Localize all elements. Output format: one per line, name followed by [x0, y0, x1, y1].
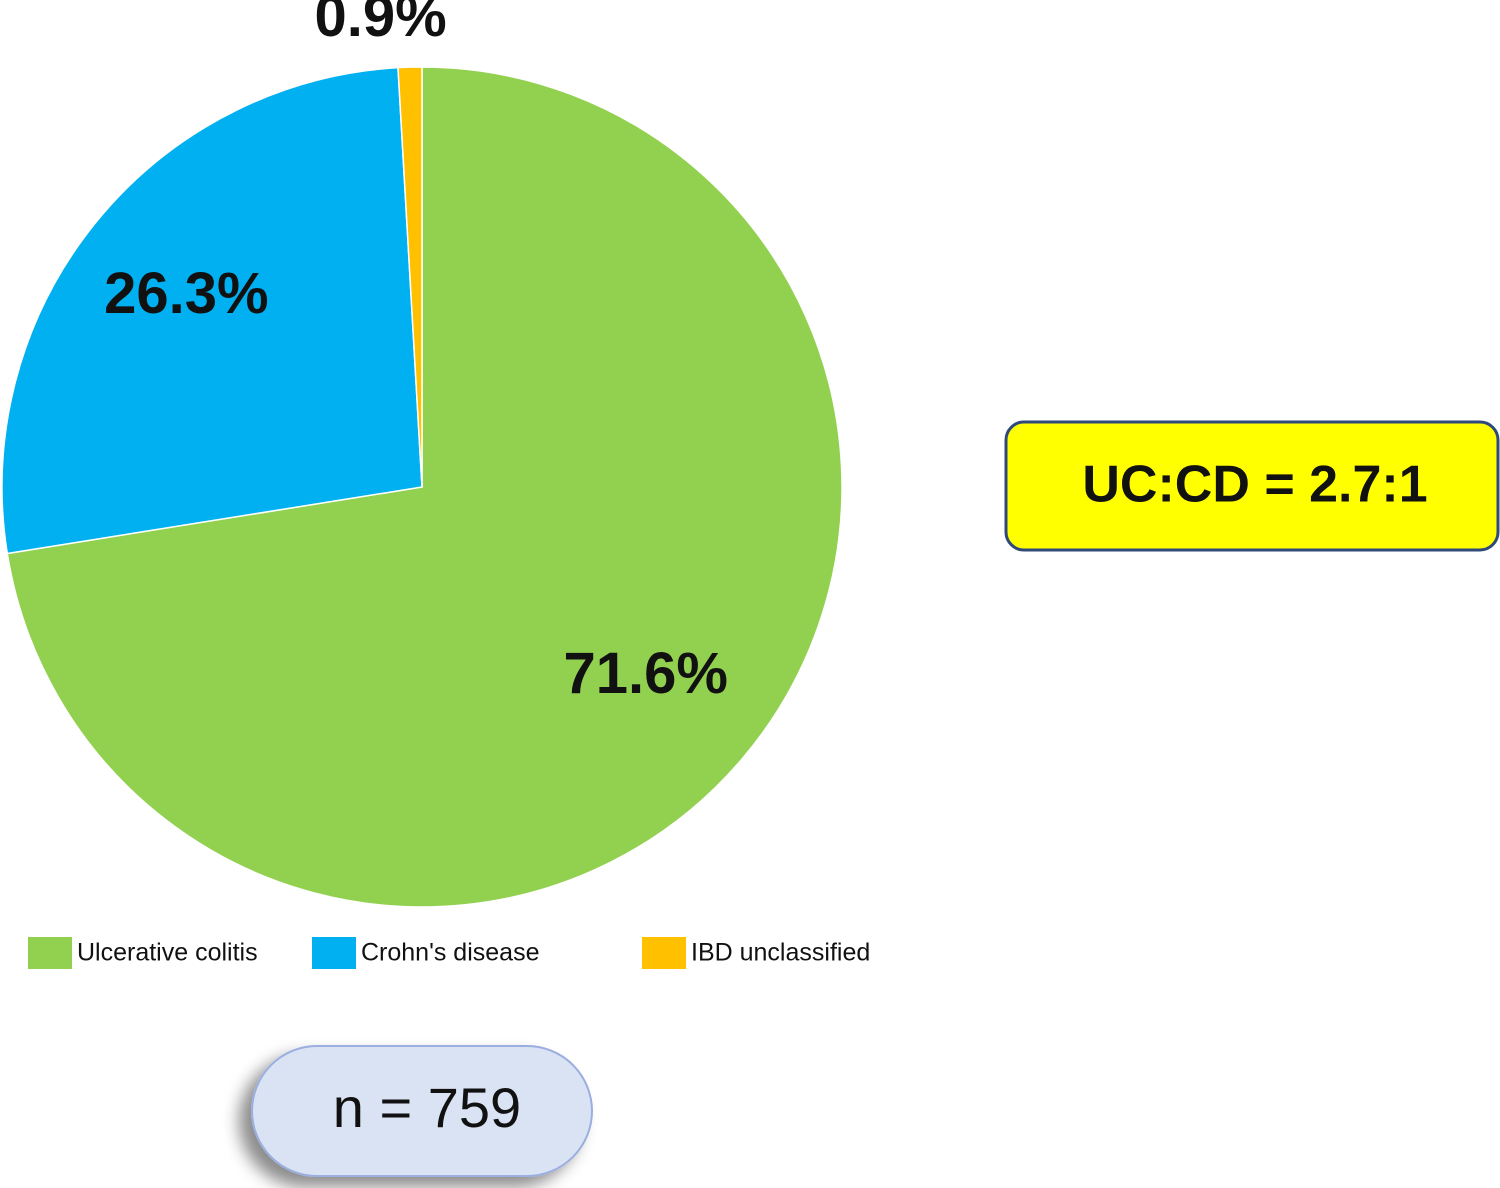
value-label: 0.9%	[314, 0, 446, 49]
pie-slice	[1, 66, 423, 555]
pie-slice	[397, 66, 423, 488]
pie	[1, 66, 843, 908]
n-annotation: n = 759	[333, 1076, 521, 1139]
legend-swatch	[312, 937, 356, 969]
legend-swatch	[642, 937, 686, 969]
legend-label: IBD unclassified	[691, 939, 870, 967]
n-box	[251, 1045, 593, 1177]
ratio-annotation: UC:CD = 2.7:1	[1082, 456, 1427, 514]
legend-label: Crohn's disease	[361, 939, 539, 967]
value-label: 26.3%	[104, 261, 268, 326]
pie-slice	[6, 66, 843, 908]
legend-swatch	[28, 937, 72, 969]
legend-label: Ulcerative colitis	[77, 939, 258, 967]
value-label: 71.6%	[564, 641, 728, 706]
ratio-box	[1004, 420, 1500, 552]
